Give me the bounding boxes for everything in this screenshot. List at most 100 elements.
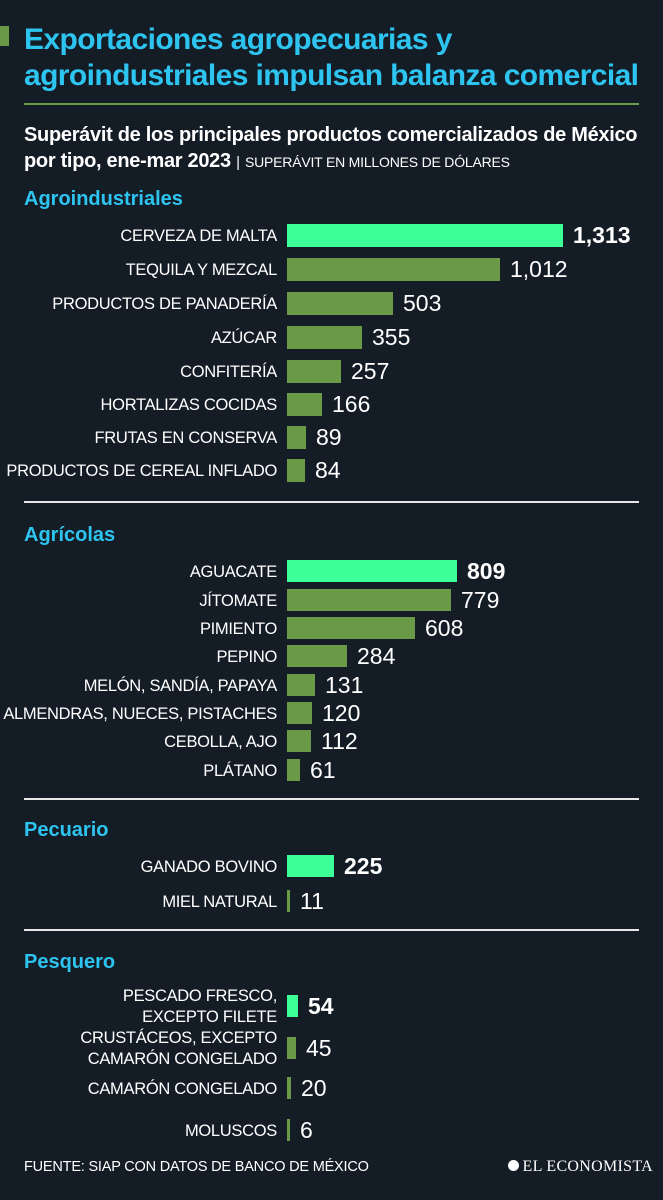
bar-value: 6: [300, 1117, 313, 1143]
bar: [287, 257, 500, 281]
section-divider: [24, 501, 639, 503]
bar-value: 809: [467, 558, 506, 584]
bar-label-line: MOLUSCOS: [184, 1121, 277, 1140]
section-divider: [24, 929, 639, 931]
bar: [287, 589, 451, 611]
bar-label-line: PRODUCTOS DE CEREAL INFLADO: [6, 461, 277, 480]
title-rule: [24, 103, 639, 105]
publisher-logo: EL ECONOMISTA: [507, 1158, 653, 1176]
bar: [287, 890, 290, 912]
bar-label-line: MIEL NATURAL: [162, 892, 277, 911]
bar-value: 1,012: [510, 256, 568, 282]
bar-label-line: PEPINO: [216, 647, 277, 666]
bar-label: PIMIENTO: [0, 619, 277, 640]
bar-value: 779: [461, 587, 500, 613]
bar: [287, 759, 300, 781]
bar: [287, 392, 322, 416]
bar: [287, 995, 298, 1017]
bar-label: JÍTOMATE: [0, 591, 277, 612]
bar-label: MOLUSCOS: [0, 1121, 277, 1142]
bar-label: MELÓN, SANDÍA, PAPAYA: [0, 676, 278, 697]
section-title: Agrícolas: [24, 524, 116, 546]
bar-label: TEQUILA Y MEZCAL: [0, 260, 278, 281]
bar-label-line: ALMENDRAS, NUECES, PISTACHES: [3, 704, 277, 723]
section-title: Agroindustriales: [24, 188, 183, 210]
bar: [287, 359, 341, 383]
bar-label-line: CONFITERÍA: [180, 362, 277, 381]
bar-value: 225: [344, 853, 383, 879]
bar-value: 355: [372, 324, 411, 350]
bar-label: PESCADO FRESCO, EXCEPTO FILETE: [0, 986, 277, 1028]
bar-label: PRODUCTOS DE CEREAL INFLADO: [0, 461, 277, 482]
bar-value: 284: [357, 643, 396, 669]
bar-label-line: TEQUILA Y MEZCAL: [125, 260, 278, 279]
bar-value: 120: [322, 700, 361, 726]
bar-label-line: PLÁTANO: [203, 761, 277, 780]
bar-label-line: PRODUCTOS DE PANADERÍA: [52, 294, 277, 313]
bar: [287, 730, 311, 752]
bar-label: CONFITERÍA: [0, 362, 277, 383]
bar: [287, 458, 305, 482]
bar-value: 166: [332, 391, 371, 417]
bar-label: PRODUCTOS DE PANADERÍA: [0, 294, 277, 315]
logo-mark-icon: [507, 1160, 519, 1171]
bar-value: 257: [351, 358, 390, 384]
bar-label-line: CEBOLLA, AJO: [164, 732, 277, 751]
bar-label: ALMENDRAS, NUECES, PISTACHES: [0, 704, 277, 725]
bar-label: PEPINO: [0, 647, 277, 668]
section-title: Pecuario: [24, 819, 109, 841]
bar-value: 112: [321, 728, 358, 754]
source-note: FUENTE: SIAP CON DATOS DE BANCO DE MÉXIC…: [24, 1159, 369, 1175]
bar-value: 131: [325, 672, 364, 698]
subtitle-text: Superávit de los principales productos c…: [24, 124, 638, 172]
bar-label-line: GANADO BOVINO: [140, 857, 278, 876]
bar: [287, 560, 457, 582]
page-title: Exportaciones agropecuarias y agroindust…: [24, 23, 639, 92]
bar: [287, 425, 306, 449]
bar-label-line: CRUSTÁCEOS, EXCEPTO: [80, 1029, 277, 1047]
unit-label: SUPERÁVIT EN MILLONES DE DÓLARES: [244, 154, 510, 170]
bar-label: AZÚCAR: [0, 328, 277, 349]
bar-label-line: JÍTOMATE: [199, 591, 277, 610]
bar: [287, 325, 362, 349]
bar-value: 45: [306, 1035, 332, 1061]
bar-label: GANADO BOVINO: [0, 857, 278, 878]
bar-label: MIEL NATURAL: [0, 892, 277, 913]
section-title: Pesquero: [24, 951, 116, 973]
bar-value: 84: [315, 457, 341, 483]
bar-value: 54: [308, 993, 334, 1019]
bar-value: 11: [300, 888, 324, 914]
bar-label-line: PESCADO FRESCO,: [122, 987, 277, 1005]
bar-label: PLÁTANO: [0, 761, 277, 782]
bar-label-line: AZÚCAR: [210, 328, 277, 347]
bar-label-line: PIMIENTO: [199, 619, 277, 638]
bar: [287, 855, 334, 877]
bar: [287, 617, 415, 639]
unit-separator: |: [236, 154, 240, 171]
bar-label: FRUTAS EN CONSERVA: [0, 428, 277, 449]
bar-label: CRUSTÁCEOS, EXCEPTO CAMARÓN CONGELADO: [0, 1028, 277, 1070]
bar: [287, 702, 312, 724]
bar-label-line: CAMARÓN CONGELADO: [87, 1050, 278, 1068]
logo-text: EL ECONOMISTA: [522, 1158, 653, 1175]
bar: [287, 223, 563, 247]
bar-label-line: EXCEPTO FILETE: [142, 1008, 277, 1026]
bar-value: 503: [403, 290, 442, 316]
bar-label: CAMARÓN CONGELADO: [0, 1079, 278, 1100]
bar-label-line: CERVEZA DE MALTA: [120, 226, 277, 245]
bar-value: 20: [301, 1075, 327, 1101]
bar-label-line: FRUTAS EN CONSERVA: [94, 428, 277, 447]
section-divider: [24, 798, 639, 800]
bar-label: CERVEZA DE MALTA: [0, 226, 277, 247]
bar: [287, 1077, 291, 1099]
bar-value: 608: [425, 615, 464, 641]
bar-label-line: MELÓN, SANDÍA, PAPAYA: [83, 676, 278, 695]
chart-subtitle: Superávit de los principales productos c…: [24, 122, 654, 176]
bar: [287, 291, 393, 315]
bar-value: 61: [310, 757, 336, 783]
bar-label-line: AGUACATE: [189, 562, 277, 581]
title-accent-block: [0, 26, 9, 46]
bar-value: 89: [316, 424, 342, 450]
bar-label: CEBOLLA, AJO: [0, 732, 277, 753]
bar-value: 1,313: [573, 222, 631, 248]
